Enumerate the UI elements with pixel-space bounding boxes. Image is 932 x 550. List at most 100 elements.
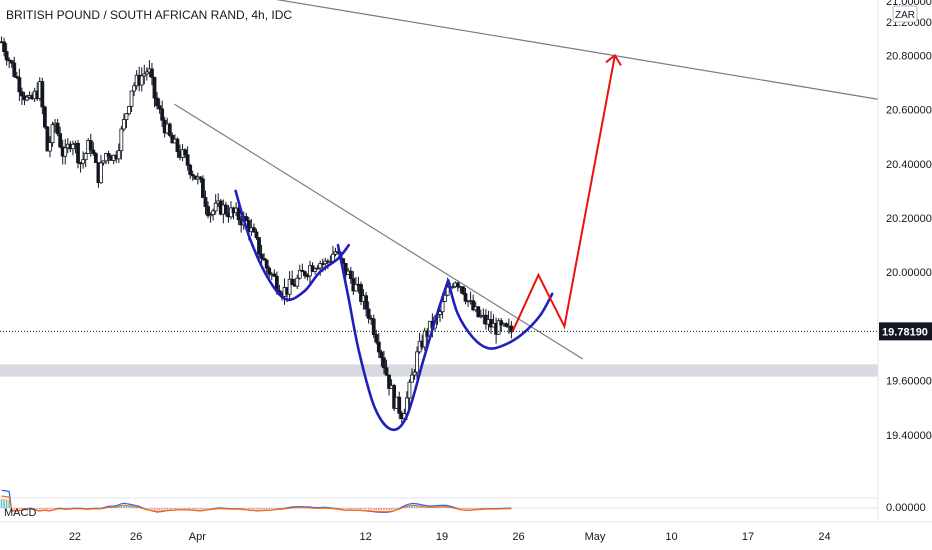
candle-body — [244, 216, 249, 221]
trendline-short-resistance — [174, 103, 584, 360]
candle-body — [99, 162, 103, 184]
candle-body — [371, 318, 376, 335]
candle-body — [382, 357, 386, 369]
x-tick-label: 12 — [359, 531, 371, 543]
candle-body — [445, 286, 450, 296]
candle-body — [20, 91, 24, 97]
candle-body — [63, 147, 68, 157]
candle-body — [150, 68, 154, 78]
candle-body — [83, 153, 88, 161]
candle-body — [499, 320, 504, 326]
candle-body — [4, 51, 9, 61]
candle-body — [45, 126, 50, 152]
candle-body — [42, 106, 47, 128]
candle-body — [81, 159, 86, 164]
candle-body — [463, 293, 468, 302]
y-tick-label: 21.00000 — [886, 0, 932, 8]
candle-body — [343, 262, 348, 276]
y-tick-label: 20.80000 — [886, 50, 932, 62]
candle-body — [290, 278, 295, 286]
candle-body — [504, 323, 509, 327]
candle-body — [297, 269, 302, 279]
candle-body — [422, 330, 427, 348]
candle-body — [364, 295, 368, 310]
candle-body — [318, 263, 323, 269]
candle-body — [185, 154, 190, 166]
y-tick-label: 20.40000 — [886, 159, 932, 171]
last-price-label: 19.78190 — [882, 326, 928, 338]
candle-body — [206, 206, 210, 217]
x-tick-label: Apr — [189, 531, 206, 543]
candle-body — [303, 271, 307, 277]
candle-body — [17, 77, 22, 93]
candle-body — [157, 105, 162, 110]
macd-tick-label: 0.00000 — [886, 502, 926, 514]
x-axis-ticks: 22 26 Apr 12 19 26 May 10 17 24 — [69, 531, 831, 543]
support-zone-layer — [0, 364, 878, 377]
x-tick-label: 19 — [436, 531, 448, 543]
candle-body — [88, 140, 93, 151]
candle-body — [106, 153, 111, 157]
currency-badge[interactable]: ZAR — [892, 5, 918, 23]
candle-body — [443, 294, 448, 302]
candle-body — [9, 60, 14, 64]
candle-body — [201, 178, 205, 198]
candle-body — [287, 278, 292, 295]
candle-body — [160, 108, 165, 121]
candle-body — [254, 231, 259, 238]
support-zone — [0, 364, 878, 377]
currency-badge-label: ZAR — [895, 10, 915, 21]
x-tick-label: May — [585, 531, 606, 543]
candle-body — [313, 268, 318, 272]
candle-body — [461, 286, 465, 294]
candles-layer — [0, 36, 514, 424]
candle-body — [412, 371, 417, 376]
trendlines-layer — [174, 0, 879, 360]
candle-body — [198, 176, 203, 180]
candle-body — [213, 202, 218, 212]
candle-body — [211, 210, 216, 215]
pattern-right-shoulder — [446, 279, 554, 350]
candle-body — [295, 277, 300, 287]
candle-body — [188, 164, 193, 175]
pattern-head — [336, 243, 450, 432]
candle-body — [267, 267, 272, 275]
candle-body — [407, 381, 412, 399]
candle-body — [496, 320, 501, 335]
x-tick-label: 26 — [512, 531, 524, 543]
candle-body — [300, 269, 305, 273]
candle-body — [384, 367, 389, 376]
macd-signal-line — [1, 495, 512, 513]
candle-body — [374, 334, 379, 343]
candle-body — [476, 306, 481, 318]
candle-body — [175, 138, 180, 153]
candle-body — [25, 96, 29, 101]
projection-layer — [511, 53, 622, 333]
candle-body — [144, 71, 149, 75]
chart-title: BRITISH POUND / SOUTH AFRICAN RAND, 4h, … — [6, 8, 292, 22]
candle-body — [183, 149, 187, 156]
x-tick-label: 10 — [665, 531, 677, 543]
candle-body — [455, 282, 460, 288]
y-tick-label: 20.20000 — [886, 213, 932, 225]
macd-layer — [0, 489, 878, 514]
pattern-left-shoulder — [234, 189, 351, 302]
candle-body — [12, 62, 17, 77]
candle-body — [190, 174, 195, 177]
candle-body — [121, 119, 126, 130]
last-price-badge-box — [879, 322, 932, 341]
candle-body — [124, 113, 129, 120]
candle-body — [139, 75, 144, 86]
candle-body — [331, 253, 335, 262]
candle-body — [262, 258, 267, 261]
candle-body — [101, 160, 106, 164]
last-price-badge: 19.78190 — [879, 322, 932, 341]
candle-body — [366, 308, 371, 319]
candle-body — [2, 41, 6, 52]
x-tick-label: 26 — [130, 531, 142, 543]
x-tick-label: 24 — [818, 531, 830, 543]
projection-path — [511, 55, 616, 333]
projection-arrowhead — [605, 53, 622, 66]
candle-body — [353, 283, 358, 292]
